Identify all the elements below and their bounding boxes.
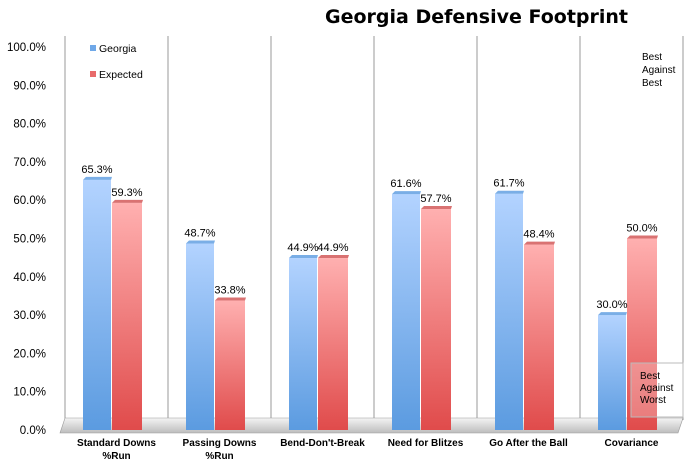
- data-label-georgia: 48.7%: [184, 227, 215, 239]
- annotation-bottom-line: Best: [640, 371, 660, 382]
- annotation-bottom-line: Worst: [640, 395, 666, 406]
- bar-top-georgia: [289, 255, 318, 259]
- annotation-top-line3: Best: [642, 78, 662, 89]
- y-tick-label: 90.0%: [13, 80, 46, 92]
- data-label-expected: 33.8%: [214, 285, 245, 297]
- legend-label-expected: Expected: [99, 69, 143, 81]
- y-tick-label: 70.0%: [13, 157, 46, 169]
- y-tick-label: 60.0%: [13, 195, 46, 207]
- bar-georgia: [495, 193, 523, 430]
- bar-expected: [112, 202, 142, 430]
- annotation-box: [630, 362, 684, 418]
- bar-georgia: [289, 258, 317, 430]
- y-tick-label: 100.0%: [7, 42, 46, 54]
- bar-expected: [421, 209, 451, 430]
- x-category-label: Passing Downs: [183, 438, 257, 449]
- bar-top-expected: [112, 199, 143, 203]
- bar-top-georgia: [392, 191, 421, 195]
- bar-georgia: [392, 194, 420, 430]
- chart-floor: [59, 417, 684, 434]
- bar-expected: [318, 258, 348, 430]
- data-label-expected: 48.4%: [523, 229, 554, 241]
- annotation-top-line1: Best: [642, 52, 662, 63]
- bar-top-georgia: [186, 240, 215, 244]
- legend: Georgia Expected: [90, 43, 143, 81]
- data-label-expected: 50.0%: [626, 223, 657, 235]
- data-label-expected: 44.9%: [317, 242, 348, 254]
- annotation-bottom-line: Against: [640, 383, 674, 394]
- annotation-top-line2: Against: [642, 65, 676, 76]
- data-label-georgia: 61.6%: [390, 178, 421, 190]
- y-tick-label: 40.0%: [13, 272, 46, 284]
- data-label-georgia: 65.3%: [81, 164, 112, 176]
- bar-top-georgia: [495, 190, 524, 194]
- bar-top-expected: [215, 297, 246, 301]
- bar-top-georgia: [598, 312, 627, 316]
- y-tick-label: 20.0%: [13, 348, 46, 360]
- x-category-label: %Run: [205, 451, 233, 462]
- y-tick-label: 80.0%: [13, 119, 46, 131]
- chart-title: Georgia Defensive Footprint: [325, 6, 628, 28]
- y-tick-label: 50.0%: [13, 234, 46, 246]
- bar-expected: [524, 244, 554, 430]
- bar-expected: [215, 300, 245, 430]
- legend-label-georgia: Georgia: [99, 43, 137, 55]
- bar-georgia: [598, 315, 626, 430]
- x-category-label: Go After the Ball: [489, 438, 568, 449]
- legend-swatch-georgia: [90, 45, 96, 51]
- data-label-expected: 59.3%: [111, 187, 142, 199]
- x-category-label: Bend-Don't-Break: [280, 438, 365, 449]
- data-label-expected: 57.7%: [420, 193, 451, 205]
- data-label-georgia: 44.9%: [287, 242, 318, 254]
- bar-georgia: [83, 179, 111, 430]
- bar-expected: [627, 238, 657, 430]
- bar-top-expected: [524, 241, 555, 245]
- x-category-label: Standard Downs: [77, 438, 156, 449]
- bar-top-georgia: [83, 176, 112, 180]
- bar-top-expected: [421, 206, 452, 210]
- y-tick-label: 30.0%: [13, 310, 46, 322]
- data-label-georgia: 30.0%: [596, 299, 627, 311]
- bar-georgia: [186, 243, 214, 430]
- x-category-label: %Run: [102, 451, 130, 462]
- x-category-label: Covariance: [605, 438, 659, 449]
- y-tick-label: 0.0%: [20, 425, 46, 437]
- bar-top-expected: [318, 255, 349, 259]
- bar-top-expected: [627, 235, 658, 239]
- y-tick-label: 10.0%: [13, 387, 46, 399]
- data-label-georgia: 61.7%: [493, 178, 524, 190]
- x-category-label: Need for Blitzes: [388, 438, 464, 449]
- legend-swatch-expected: [90, 71, 96, 77]
